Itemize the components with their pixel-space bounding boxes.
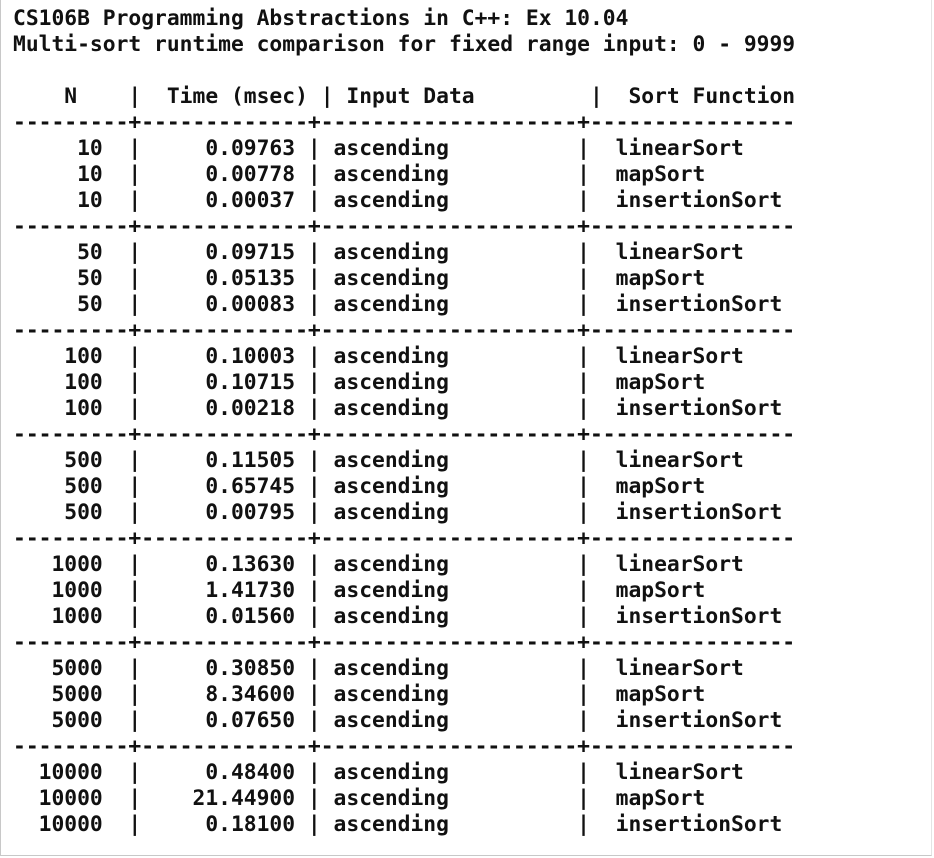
table-separator: ---------+-------------+----------------… [13, 526, 796, 551]
table-row: 5000 | 8.34600 | ascending | mapSort [13, 682, 706, 707]
table-separator: ---------+-------------+----------------… [13, 214, 796, 239]
table-separator: ---------+-------------+----------------… [13, 110, 796, 135]
table-row: 10 | 0.09763 | ascending | linearSort [13, 136, 744, 161]
terminal-output[interactable]: CS106B Programming Abstractions in C++: … [13, 6, 795, 838]
table-row: 1000 | 0.01560 | ascending | insertionSo… [13, 604, 783, 629]
table-header-row: N | Time (msec) | Input Data | Sort Func… [13, 84, 796, 109]
title-line: CS106B Programming Abstractions in C++: … [13, 6, 629, 31]
table-row: 1000 | 1.41730 | ascending | mapSort [13, 578, 706, 603]
table-row: 10000 | 0.48400 | ascending | linearSort [13, 760, 744, 785]
table-row: 500 | 0.65745 | ascending | mapSort [13, 474, 706, 499]
table-row: 50 | 0.05135 | ascending | mapSort [13, 266, 706, 291]
subtitle-line: Multi-sort runtime comparison for fixed … [13, 32, 796, 57]
blank-line [13, 58, 795, 84]
table-row: 100 | 0.10003 | ascending | linearSort [13, 344, 744, 369]
table-row: 5000 | 0.07650 | ascending | insertionSo… [13, 708, 783, 733]
table-row: 10000 | 0.18100 | ascending | insertionS… [13, 812, 783, 837]
table-row: 5000 | 0.30850 | ascending | linearSort [13, 656, 744, 681]
table-row: 500 | 0.00795 | ascending | insertionSor… [13, 500, 783, 525]
table-row: 1000 | 0.13630 | ascending | linearSort [13, 552, 744, 577]
table-row: 50 | 0.09715 | ascending | linearSort [13, 240, 744, 265]
table-row: 10 | 0.00778 | ascending | mapSort [13, 162, 706, 187]
table-row: 100 | 0.10715 | ascending | mapSort [13, 370, 706, 395]
table-row: 500 | 0.11505 | ascending | linearSort [13, 448, 744, 473]
table-separator: ---------+-------------+----------------… [13, 630, 796, 655]
table-row: 50 | 0.00083 | ascending | insertionSort [13, 292, 783, 317]
table-separator: ---------+-------------+----------------… [13, 734, 796, 759]
table-separator: ---------+-------------+----------------… [13, 422, 796, 447]
table-row: 10000 | 21.44900 | ascending | mapSort [13, 786, 706, 811]
table-separator: ---------+-------------+----------------… [13, 318, 796, 343]
table-row: 100 | 0.00218 | ascending | insertionSor… [13, 396, 783, 421]
table-row: 10 | 0.00037 | ascending | insertionSort [13, 188, 783, 213]
